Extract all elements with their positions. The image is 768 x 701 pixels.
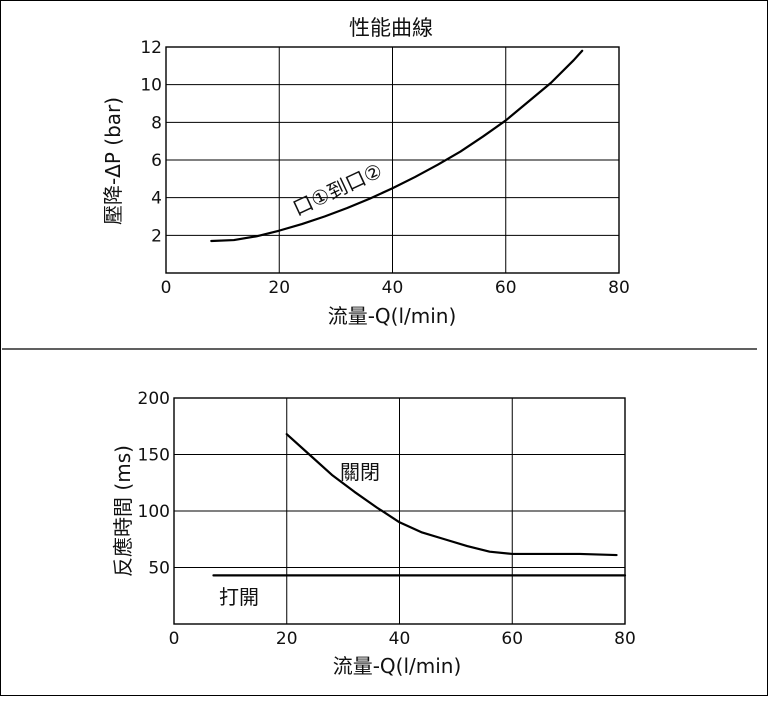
x-tick-label: 80 <box>608 278 630 298</box>
x-axis-label: 流量-Q(l/min) <box>328 304 457 328</box>
grid <box>166 47 619 273</box>
y-tick-label: 100 <box>138 502 170 522</box>
y-tick-label: 8 <box>151 113 162 133</box>
series-line <box>285 433 618 557</box>
chart-title: 性能曲線 <box>349 16 433 40</box>
x-tick-labels: 0 20 40 60 80 <box>169 629 636 649</box>
x-tick-label: 0 <box>161 278 172 298</box>
y-tick-label: 12 <box>140 38 162 58</box>
y-tick-label: 2 <box>151 226 162 246</box>
y-tick-labels: 50 100 150 200 <box>138 389 170 579</box>
x-tick-labels: 0 20 40 60 80 <box>161 278 630 298</box>
x-axis-label: 流量-Q(l/min) <box>333 654 462 678</box>
series-group <box>212 433 627 577</box>
y-tick-label: 4 <box>151 189 162 209</box>
plot-area <box>165 46 620 274</box>
x-tick-label: 40 <box>389 629 411 649</box>
x-tick-label: 20 <box>276 629 298 649</box>
x-tick-label: 60 <box>495 278 517 298</box>
x-tick-label: 80 <box>614 629 636 649</box>
x-tick-label: 0 <box>169 629 180 649</box>
x-tick-label: 40 <box>382 278 404 298</box>
y-axis-label: 反應時間 (ms) <box>111 445 135 577</box>
series-label-close: 關閉 <box>340 460 380 484</box>
y-tick-label: 6 <box>151 151 162 171</box>
grid <box>174 398 625 624</box>
x-tick-label: 60 <box>501 629 523 649</box>
series-label-open: 打開 <box>219 585 259 609</box>
y-tick-label: 50 <box>148 559 170 579</box>
y-tick-label: 150 <box>138 446 170 466</box>
y-tick-label: 200 <box>138 389 170 409</box>
y-tick-labels: 2 4 6 8 10 12 <box>140 38 162 246</box>
x-tick-label: 20 <box>268 278 290 298</box>
series-group <box>210 49 584 243</box>
y-axis-label: 壓降-ΔP (bar) <box>101 97 125 225</box>
series-line <box>210 49 584 243</box>
y-tick-label: 10 <box>140 76 162 96</box>
plot-area <box>173 397 626 625</box>
